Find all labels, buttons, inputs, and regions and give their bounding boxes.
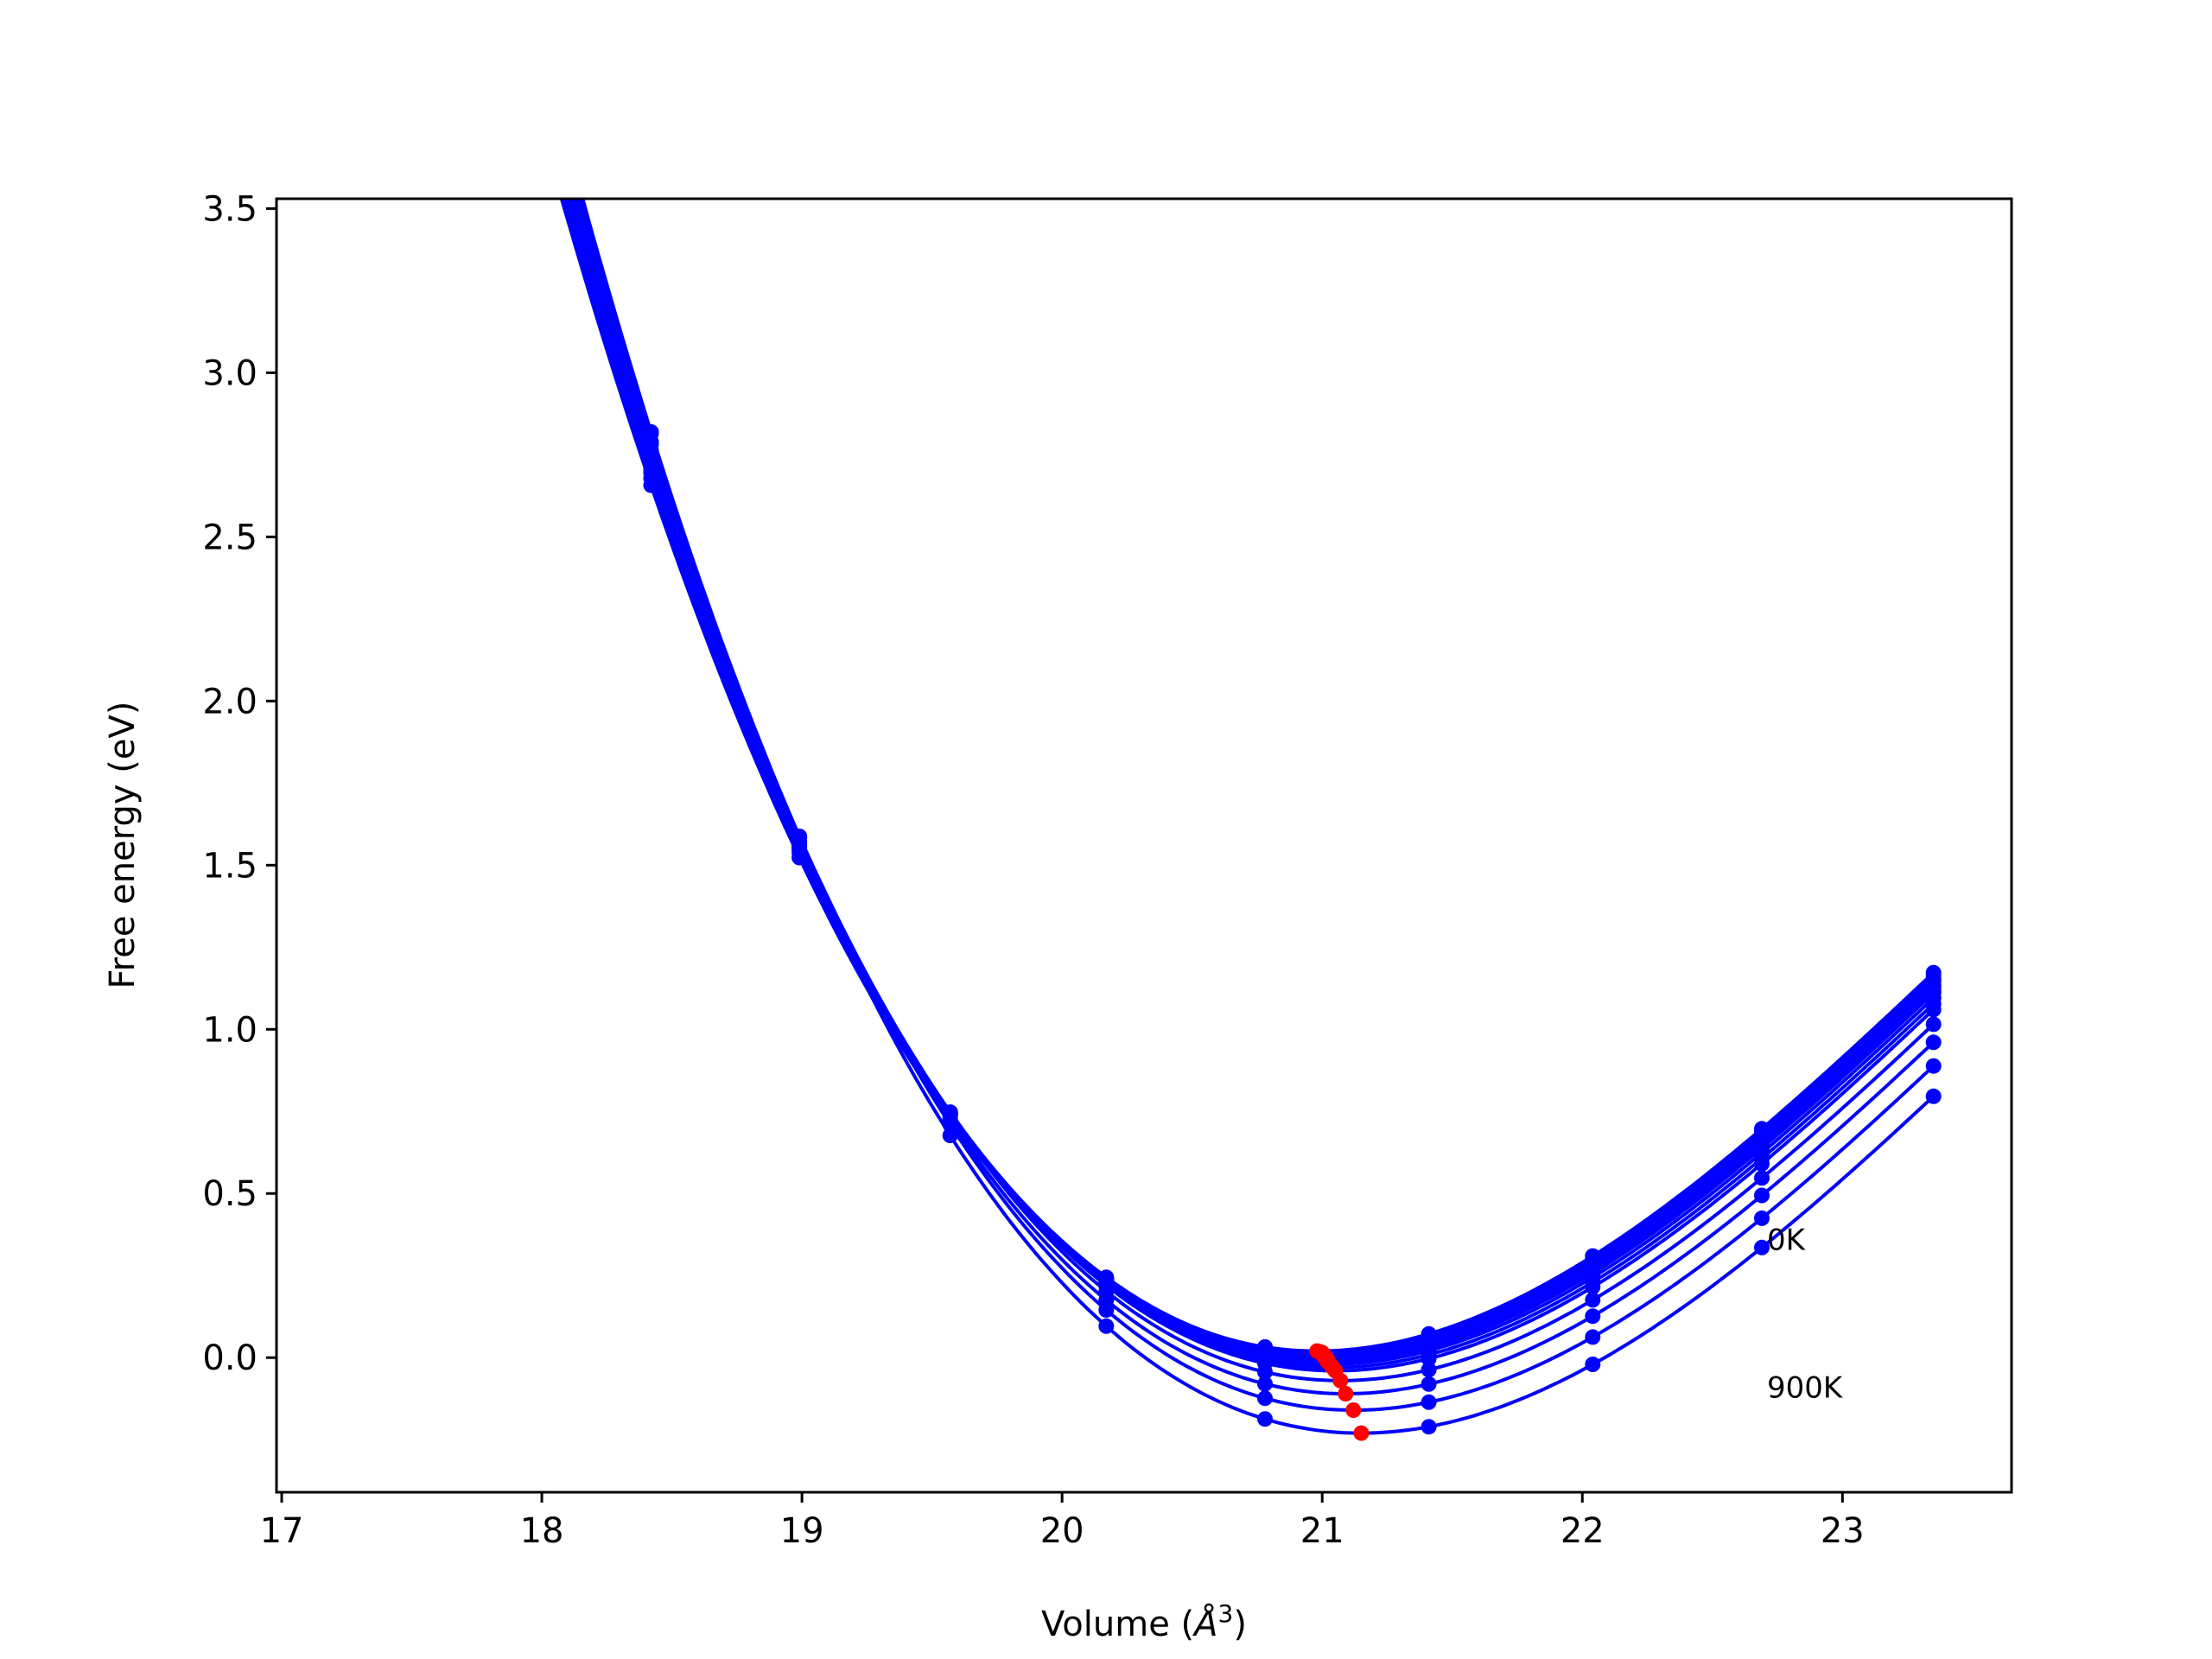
data-point-v7-t500 — [1421, 1351, 1437, 1367]
x-tick-label-20: 20 — [1040, 1511, 1084, 1551]
data-point-v9-t600 — [1754, 1170, 1770, 1186]
fit-line-700K — [575, 199, 1936, 1395]
data-point-v6-t700 — [1257, 1376, 1273, 1392]
minimum-point-900K — [1353, 1425, 1370, 1441]
data-point-v6-t800 — [1257, 1390, 1273, 1407]
x-tick-label-18: 18 — [520, 1511, 564, 1551]
data-point-v8-t800 — [1585, 1329, 1601, 1345]
y-axis-label: Free energy (eV) — [103, 702, 143, 989]
data-point-v8-t900 — [1585, 1357, 1601, 1372]
y-axis-ticks: 0.0 0.5 1.0 1.5 2.0 2.5 3.0 3.5 — [202, 189, 276, 1378]
data-point-v10-t600 — [1925, 1016, 1942, 1033]
data-point-v6-t900 — [1257, 1411, 1273, 1427]
data-point-v5-t800 — [1098, 1302, 1115, 1319]
data-point-v3-t900 — [791, 833, 808, 849]
x-tick-label-22: 22 — [1560, 1511, 1605, 1551]
annotation-0K: 0K — [1767, 1223, 1807, 1257]
data-point-v4-t900 — [942, 1128, 958, 1144]
data-point-v5-t900 — [1098, 1318, 1115, 1334]
annotation-900K: 900K — [1767, 1370, 1844, 1405]
x-axis-label: Volume (Å3) — [1041, 1599, 1247, 1644]
data-point-v9-t500 — [1754, 1155, 1770, 1172]
data-point-v7-t800 — [1421, 1394, 1437, 1410]
x-tick-label-21: 21 — [1300, 1511, 1344, 1551]
data-point-v9-t700 — [1754, 1187, 1770, 1204]
annotations: 0K 900K — [1767, 1223, 1844, 1405]
data-point-v9-t800 — [1754, 1210, 1770, 1226]
plot-frame — [275, 197, 2013, 1494]
data-point-v7-t900 — [1421, 1419, 1437, 1435]
x-tick-label-19: 19 — [780, 1511, 824, 1551]
minimum-points — [1309, 1343, 1370, 1441]
data-point-v9-t900 — [1754, 1239, 1770, 1255]
data-point-v8-t500 — [1585, 1279, 1601, 1295]
fit-line-500K — [572, 199, 1936, 1373]
data-point-v7-t700 — [1421, 1376, 1437, 1392]
data-point-v2-t900 — [643, 423, 659, 440]
data-point-v10-t800 — [1925, 1058, 1942, 1074]
y-tick-label-2.0: 2.0 — [202, 682, 257, 721]
y-tick-label-1.0: 1.0 — [202, 1010, 257, 1050]
x-tick-label-17: 17 — [260, 1511, 304, 1551]
data-point-v7-t600 — [1421, 1362, 1437, 1378]
data-point-v10-t900 — [1925, 1088, 1942, 1104]
data-point-v8-t600 — [1585, 1292, 1601, 1308]
data-points — [643, 423, 1942, 1435]
fit-line-900K — [581, 199, 1936, 1435]
x-tick-label-23: 23 — [1821, 1511, 1865, 1551]
data-point-v6-t600 — [1257, 1363, 1273, 1380]
minimum-point-800K — [1345, 1402, 1362, 1418]
data-point-v10-t500 — [1925, 1001, 1942, 1018]
x-axis-ticks: 17 18 19 20 21 22 23 — [260, 1492, 1865, 1551]
y-tick-label-2.5: 2.5 — [202, 518, 257, 557]
data-point-v10-t700 — [1925, 1034, 1942, 1051]
data-point-v8-t700 — [1585, 1308, 1601, 1325]
minimum-point-600K — [1332, 1372, 1349, 1389]
fit-lines — [559, 199, 1936, 1435]
y-tick-label-3.0: 3.0 — [202, 353, 257, 393]
y-tick-label-1.5: 1.5 — [202, 846, 257, 886]
minimum-point-700K — [1338, 1386, 1354, 1402]
data-point-v4-t800 — [942, 1116, 958, 1133]
y-tick-label-0.0: 0.0 — [202, 1338, 257, 1378]
y-tick-label-0.5: 0.5 — [202, 1174, 257, 1214]
y-tick-label-3.5: 3.5 — [202, 189, 257, 229]
